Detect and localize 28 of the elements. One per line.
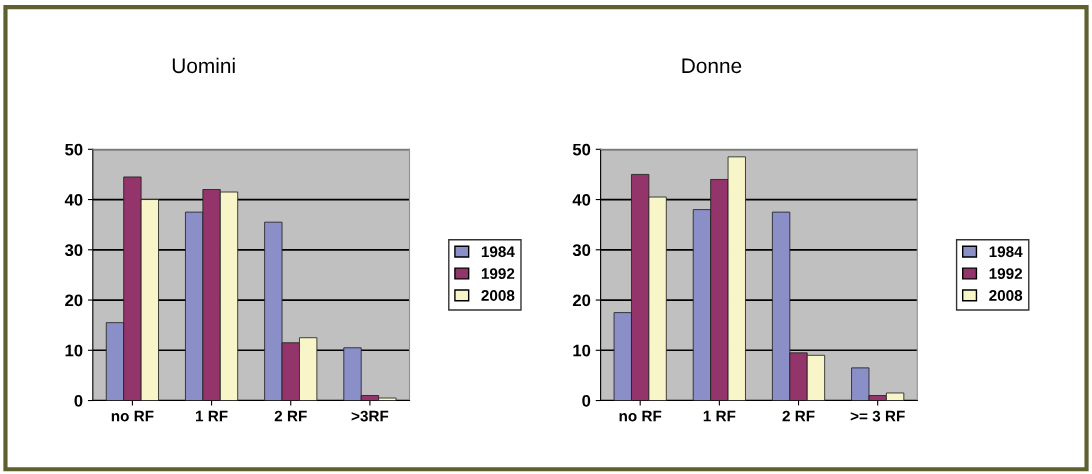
x-tick-label: 2 RF xyxy=(274,410,307,422)
x-tick-label: 2 RF xyxy=(782,410,815,422)
y-tick-label: 40 xyxy=(64,193,83,206)
y-tick-label: 10 xyxy=(573,344,591,357)
y-tick-label: 0 xyxy=(74,394,83,407)
y-tick-label: 10 xyxy=(65,344,83,357)
x-tick-label: >3RF xyxy=(351,410,389,422)
legend-label: 1984 xyxy=(481,246,515,258)
y-tick-label: 50 xyxy=(572,143,591,156)
x-tick-label: 1 RF xyxy=(195,410,228,422)
legend-label: 2008 xyxy=(989,290,1023,301)
y-tick-label: 20 xyxy=(65,294,83,307)
x-tick-label: no RF xyxy=(111,410,154,422)
x-tick-label: no RF xyxy=(619,410,662,422)
chart-title: Uomini xyxy=(172,57,235,74)
y-tick-label: 40 xyxy=(572,193,591,206)
y-tick-label: 30 xyxy=(64,244,83,257)
chart-title: Donne xyxy=(682,58,742,74)
x-tick-label: >= 3 RF xyxy=(850,410,905,422)
y-tick-label: 50 xyxy=(65,143,83,156)
y-tick-label: 30 xyxy=(572,244,591,257)
legend-label: 1984 xyxy=(989,246,1023,258)
legend-label: 1992 xyxy=(481,268,515,280)
x-tick-label: 1 RF xyxy=(703,410,736,422)
legend-label: 1992 xyxy=(989,268,1023,280)
y-tick-label: 0 xyxy=(582,394,591,407)
legend-label: 2008 xyxy=(481,290,515,301)
y-tick-label: 20 xyxy=(572,294,591,307)
